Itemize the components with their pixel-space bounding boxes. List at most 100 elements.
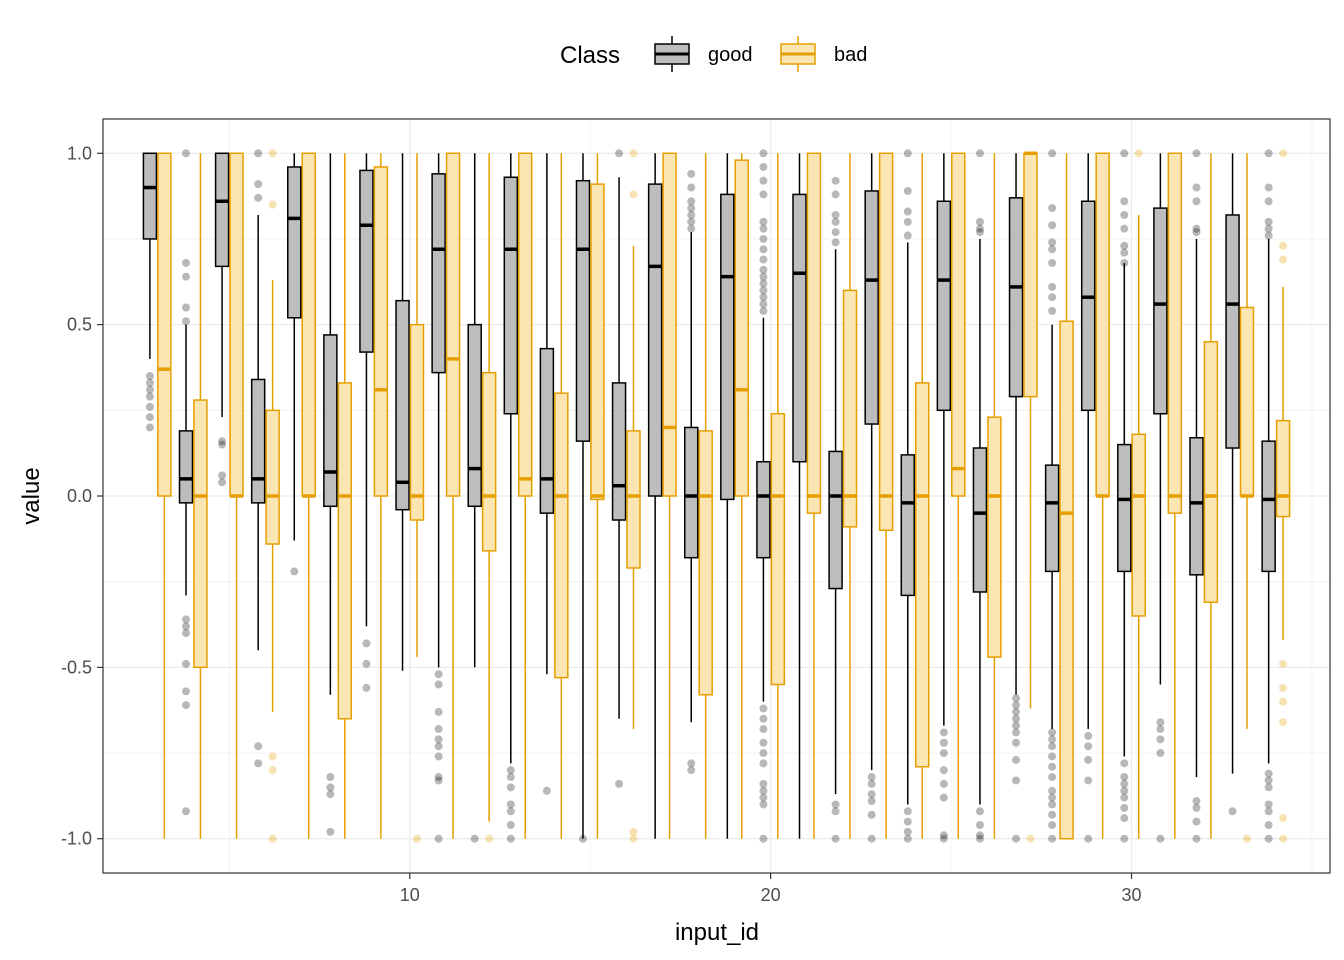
outlier-point [506,766,515,775]
outlier-point [1084,755,1093,764]
outlier-point [268,200,277,209]
outlier-point [1120,224,1129,233]
outlier-point [1120,241,1129,250]
outlier-point [506,821,515,830]
outlier-point [182,149,191,158]
outlier-point [1264,821,1273,830]
outlier-point [1012,728,1021,737]
outlier-point [1048,810,1057,819]
legend-key-good [654,36,690,72]
outlier-point [506,807,515,816]
box-good-7 [287,153,302,576]
outlier-point [759,245,768,254]
outlier-point [903,207,912,216]
outlier-point [1048,221,1057,230]
box-body [1275,419,1291,518]
outlier-point [759,793,768,802]
outlier-point [1048,834,1057,843]
x-tick-label: 30 [1121,885,1141,905]
outlier-point [1264,197,1273,206]
box-bad-13 [517,152,533,839]
box-bad-8 [337,153,353,839]
outlier-point [903,149,912,158]
box-bad-29 [1095,152,1110,839]
outlier-point [687,759,696,768]
outlier-point [687,217,696,226]
box-body [1131,433,1146,617]
box-body [1080,200,1096,412]
outlier-point [1048,245,1057,254]
box-body [214,152,230,268]
outlier-point [1279,149,1288,158]
outlier-point [182,629,191,638]
outlier-point [759,224,768,233]
box-body [611,382,627,521]
outlier-point [1192,197,1201,206]
outlier-point [975,228,984,237]
outlier-point [687,766,696,775]
box-bad-34 [1275,149,1291,843]
outlier-point [506,783,515,792]
outlier-point [1192,224,1201,233]
outlier-point [759,759,768,768]
outlier-point [1279,718,1288,727]
outlier-point [1192,834,1201,843]
outlier-point [687,169,696,178]
box-bad-12 [481,153,497,843]
outlier-point [1120,779,1129,788]
outlier-point [254,193,263,202]
outlier-point [1012,755,1021,764]
box-bad-5 [229,152,244,839]
box-body [193,399,208,669]
outlier-point [1264,807,1273,816]
box-body [683,426,699,559]
outlier-point [254,180,263,189]
outlier-point [268,752,277,761]
box-bad-33 [1239,153,1255,843]
box-body [720,193,735,501]
outlier-point [975,149,984,158]
outlier-point [1120,197,1129,206]
box-bad-30 [1131,149,1146,839]
outlier-point [145,385,154,394]
box-good-29 [1080,153,1096,843]
outlier-point [1120,814,1129,823]
box-body [828,450,843,590]
box-body [229,152,244,497]
outlier-point [145,402,154,411]
outlier-point [1048,306,1057,315]
outlier-point [687,210,696,219]
outlier-point [1192,797,1201,806]
box-good-27 [1008,153,1024,843]
outlier-point [939,779,948,788]
box-bad-11 [445,152,461,839]
box-body [1095,152,1110,497]
box-good-23 [864,153,879,843]
outlier-point [542,786,551,795]
outlier-point [903,807,912,816]
outlier-point [1120,248,1129,257]
outlier-point [578,834,587,843]
outlier-point [434,670,443,679]
axes: -1.0 -0.5 0.0 0.5 1.0 10 20 30 [61,118,1331,905]
outlier-point [254,149,263,158]
outlier-point [362,659,371,668]
box-good-34 [1261,149,1276,843]
outlier-point [182,659,191,668]
box-body [936,200,952,412]
outlier-point [145,372,154,381]
outlier-point [218,478,227,487]
box-good-6 [250,149,266,768]
outlier-point [1048,786,1057,795]
outlier-point [434,707,443,716]
outlier-point [1134,149,1143,158]
outlier-point [939,766,948,775]
outlier-point [1192,228,1201,237]
box-good-24 [900,149,916,843]
outlier-point [485,834,494,843]
box-bad-10 [409,153,425,843]
outlier-point [1156,749,1165,758]
box-body [481,371,497,552]
outlier-point [1264,834,1273,843]
box-good-25 [936,153,952,843]
